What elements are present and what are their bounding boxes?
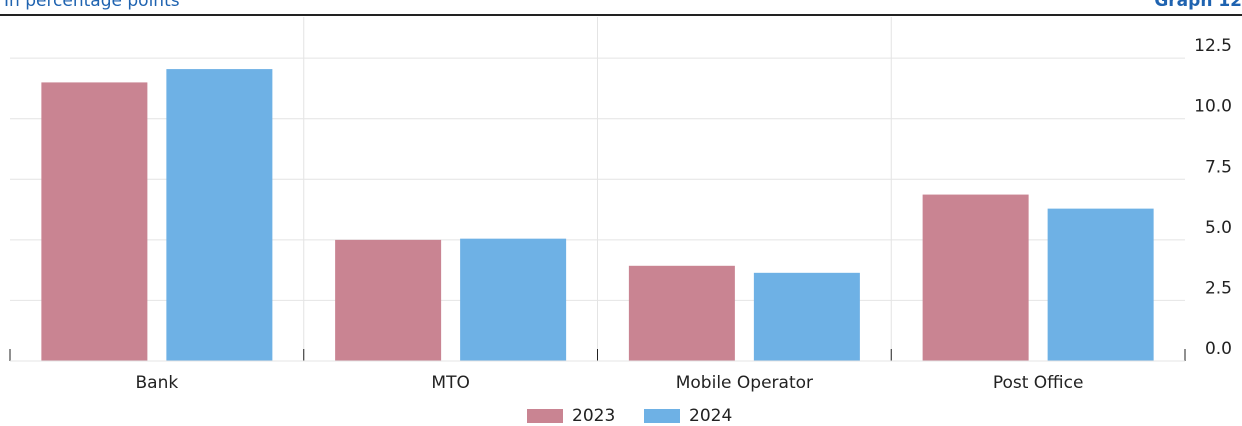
bar	[628, 265, 735, 361]
bar	[41, 82, 148, 361]
chart-subtitle: In percentage points	[4, 0, 180, 11]
legend-swatch	[644, 409, 680, 423]
bar	[166, 69, 273, 362]
y-tick-label: 0.0	[1205, 339, 1232, 359]
x-tick-label: Bank	[136, 373, 179, 393]
bar	[922, 194, 1029, 361]
y-tick-label: 7.5	[1205, 157, 1232, 177]
x-tick-label: Post Office	[993, 373, 1084, 393]
x-tick-label: MTO	[431, 373, 469, 393]
y-tick-label: 5.0	[1205, 218, 1232, 238]
legend-label: 2024	[689, 406, 732, 426]
bar	[1047, 208, 1154, 361]
y-tick-label: 2.5	[1205, 278, 1232, 298]
bar	[753, 272, 860, 361]
x-tick-label: Mobile Operator	[676, 373, 813, 393]
legend-label: 2023	[572, 406, 615, 426]
y-tick-label: 12.5	[1194, 36, 1232, 56]
bar	[335, 239, 442, 361]
bar	[460, 238, 567, 361]
legend-swatch	[527, 409, 563, 423]
y-tick-label: 10.0	[1194, 97, 1232, 117]
graph-label: Graph 12	[1154, 0, 1242, 11]
